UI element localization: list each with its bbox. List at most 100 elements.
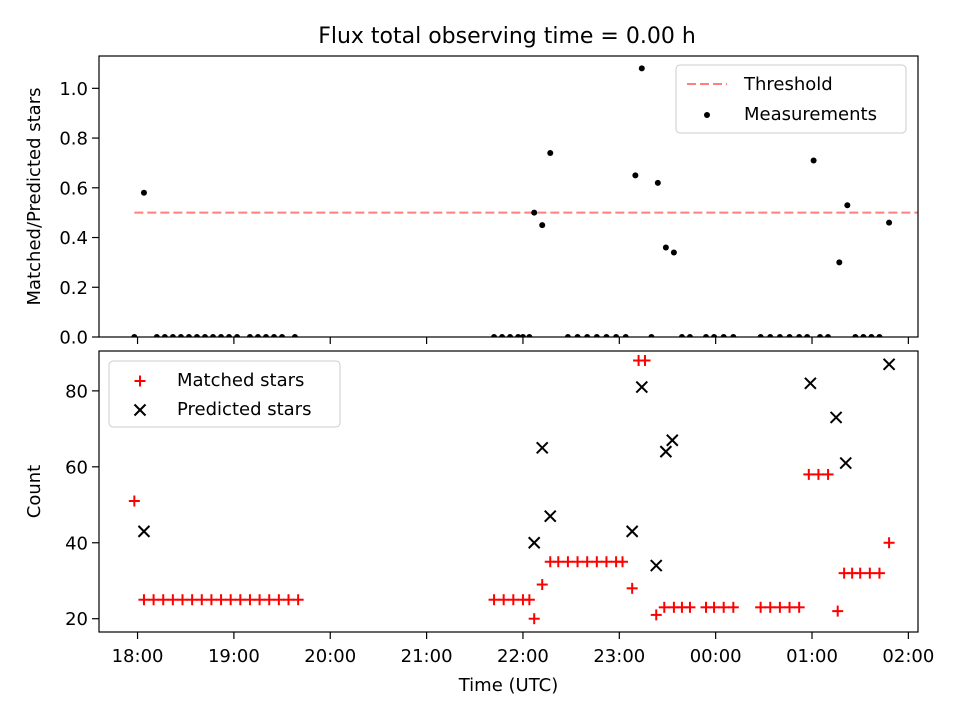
bottom-legend: Matched stars Predicted stars	[108, 360, 341, 428]
measurement-point	[836, 259, 843, 266]
predicted-star-point	[650, 559, 663, 572]
measurement-point	[169, 334, 176, 337]
measurement-point	[817, 334, 824, 337]
measurement-point	[876, 334, 883, 337]
measurement-point	[711, 334, 718, 337]
top-ytick-label: 0.4	[59, 228, 88, 249]
matched-star-point	[873, 567, 885, 579]
bottom-xtick-label: 22:00	[497, 646, 549, 667]
measurement-point	[499, 334, 506, 337]
measurement-point	[279, 334, 286, 337]
top-ytick-label: 0.2	[59, 278, 88, 299]
top-plot-area	[131, 65, 918, 337]
predicted-star-point	[839, 456, 852, 470]
measurement-point	[193, 334, 200, 337]
predicted-star-point-b	[882, 358, 896, 371]
measurement-point	[574, 334, 581, 337]
matched-star-point	[186, 594, 198, 606]
bottom-xtick-label: 01:00	[786, 646, 838, 667]
legend-measurements-swatch	[704, 112, 710, 118]
top-ytick-label: 1.0	[59, 79, 88, 100]
measurement-point	[730, 334, 737, 337]
matched-star-point	[581, 556, 593, 568]
measurement-point	[218, 334, 225, 337]
matched-star-point	[812, 468, 824, 480]
bottom-plot: 20 40 60 80 18:00 19:00 20:00 21:00 22:00 23:00 00…	[24, 350, 934, 696]
measurement-point	[254, 334, 261, 337]
measurement-point	[564, 334, 571, 337]
measurement-point	[654, 179, 661, 186]
predicted-star-point	[659, 445, 673, 458]
matched-star-point	[148, 594, 160, 606]
measurement-point	[547, 149, 554, 156]
predicted-star-point-b	[829, 411, 843, 424]
predicted-star-point	[527, 536, 541, 549]
measurement-point	[161, 334, 168, 337]
measurement-point	[825, 334, 832, 337]
measurement-point	[226, 334, 233, 337]
matched-star-point	[273, 594, 285, 606]
measurement-point	[603, 334, 610, 337]
predicted-star-point-b	[625, 525, 639, 538]
measurement-point	[210, 334, 217, 337]
matched-star-point	[282, 594, 294, 606]
predicted-star-point	[625, 525, 639, 538]
predicted-star-point	[544, 509, 557, 523]
legend-matched-swatch	[134, 375, 146, 387]
measurement-point	[263, 334, 270, 337]
legend-matched-label: Matched stars	[177, 370, 304, 391]
bottom-ytick-label: 60	[65, 457, 88, 478]
matched-star-point	[883, 537, 895, 549]
matched-star-point	[196, 594, 208, 606]
matched-star-point	[225, 594, 237, 606]
measurement-point	[757, 334, 764, 337]
matched-star-point	[708, 601, 720, 613]
top-ylabel: Matched/Predicted stars	[24, 88, 45, 306]
matched-star-point	[498, 594, 510, 606]
measurement-point	[584, 334, 591, 337]
bottom-xtick-label: 23:00	[593, 646, 645, 667]
matched-star-point	[864, 567, 876, 579]
bottom-xtick-label: 20:00	[304, 646, 356, 667]
predicted-star-point	[137, 525, 151, 538]
matched-star-point	[591, 556, 603, 568]
measurement-point	[852, 334, 859, 337]
matched-star-point	[138, 594, 150, 606]
measurement-point	[519, 334, 526, 337]
matched-star-point	[718, 601, 730, 613]
measurement-point	[804, 334, 811, 337]
measurement-point	[201, 334, 208, 337]
measurement-point	[177, 334, 184, 337]
bottom-xtick-label: 02:00	[882, 646, 934, 667]
bottom-ytick-label: 80	[65, 381, 88, 402]
matched-star-point	[234, 594, 246, 606]
measurement-point	[796, 334, 803, 337]
measurement-point	[531, 209, 538, 216]
measurement-point	[686, 334, 693, 337]
measurement-point	[526, 334, 533, 337]
measurement-point	[515, 334, 522, 337]
predicted-star-point	[536, 441, 549, 455]
legend-threshold-label: Threshold	[743, 74, 833, 95]
measurement-point	[703, 334, 710, 337]
matched-star-point	[528, 613, 540, 625]
matched-star-point	[488, 594, 500, 606]
bottom-xlabel: Time (UTC)	[458, 675, 559, 696]
matched-star-point	[215, 594, 227, 606]
matched-star-point	[832, 605, 844, 617]
bottom-ylabel: Count	[24, 465, 45, 518]
measurement-point	[662, 244, 669, 251]
top-axes-frame	[98, 55, 919, 338]
measurement-point	[271, 334, 278, 337]
matched-star-point	[774, 601, 786, 613]
measurement-point	[648, 334, 655, 337]
matched-star-point	[157, 594, 169, 606]
matched-star-point	[658, 601, 670, 613]
matched-star-point	[793, 601, 805, 613]
top-ytick-label: 0.0	[59, 328, 88, 349]
matched-star-point	[292, 594, 304, 606]
matched-star-point	[254, 594, 266, 606]
legend-predicted-label: Predicted stars	[177, 399, 311, 420]
predicted-star-point-b	[544, 509, 557, 523]
measurement-point	[670, 249, 677, 256]
